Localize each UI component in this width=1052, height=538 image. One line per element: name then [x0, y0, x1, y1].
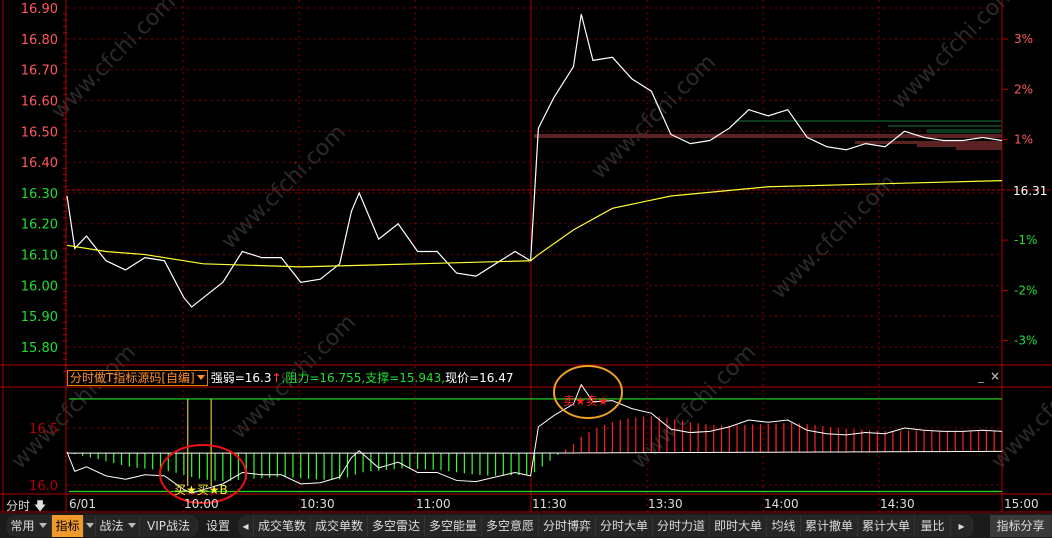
watermark: www.cfchi.com: [987, 340, 1052, 474]
indicator-dropdown[interactable]: [84, 514, 96, 537]
price-level-bar: [855, 141, 1002, 144]
tab-12[interactable]: 量比: [915, 514, 951, 537]
price-line: [66, 14, 1003, 308]
tab-11[interactable]: 累计大单: [858, 514, 915, 537]
scroll-left-button[interactable]: ◂: [238, 514, 254, 537]
tab-2[interactable]: 多空雷达: [368, 514, 425, 537]
percent-axis-label: -3%: [1014, 334, 1037, 348]
watermark: www.cfchi.com: [7, 340, 141, 474]
indicator-axis-label: 16.0: [29, 479, 58, 494]
sell-signal-text: 卖★卖★: [563, 394, 609, 408]
price-level-bar: [927, 129, 1002, 133]
indicator-name: 分时做T指标源码[自编]: [70, 370, 195, 385]
indicator-header: 分时做T指标源码[自编] 强弱=16.3 ↑ ,阻力=16.755,支撑=15.94…: [67, 369, 514, 386]
watermark: www.cfchi.com: [887, 0, 1021, 114]
tab-label: 指标: [55, 519, 80, 533]
tab-3[interactable]: 多空能量: [425, 514, 482, 537]
buy-highlight-circle: [159, 444, 247, 504]
share-indicator-button[interactable]: 指标分享: [990, 514, 1052, 537]
minimize-button[interactable]: _: [977, 369, 984, 383]
percent-axis-label: 2%: [1014, 82, 1033, 96]
price-level-bar: [888, 125, 1002, 127]
close-button[interactable]: ×: [989, 369, 1000, 383]
period-label: 分时: [6, 499, 31, 513]
time-label: 10:00: [184, 497, 219, 511]
price-axis-label: 16.50: [21, 125, 58, 140]
tab-10[interactable]: 累计撤单: [801, 514, 858, 537]
price-axis-label: 16.20: [21, 218, 58, 233]
price-axis-label: 16.10: [21, 249, 58, 264]
price-level-bar: [735, 120, 1002, 122]
price-axis-label: 16.40: [21, 156, 58, 171]
chevron-down-icon: [38, 523, 47, 528]
scroll-right-button[interactable]: ▸: [951, 514, 973, 537]
time-label: 6/01: [69, 497, 96, 511]
price-axis-label: 16.90: [21, 2, 58, 17]
watermark: www.cfchi.com: [47, 0, 181, 124]
tab-strategy[interactable]: 战法: [96, 514, 140, 537]
price-axis-label: 16.80: [21, 33, 58, 48]
tab-5[interactable]: 分时博弈: [539, 514, 596, 537]
tab-4[interactable]: 多空意愿: [482, 514, 539, 537]
window-controls: _ ×: [978, 369, 1000, 383]
price-axis-label: 16.70: [21, 64, 58, 79]
tab-indicator[interactable]: 指标: [52, 514, 84, 537]
indicator-axis-label: 16.5: [29, 422, 58, 437]
price-axis-label: 15.80: [21, 341, 58, 356]
average-price-line: [66, 179, 1003, 268]
price-level-bar: [917, 144, 1002, 147]
tab-label: 战法: [99, 519, 124, 533]
chevron-down-icon: [196, 375, 205, 380]
price-axis-label: 16.60: [21, 94, 58, 109]
tab-6[interactable]: 分时大单: [596, 514, 653, 537]
time-label: 15:00: [1004, 497, 1039, 511]
up-arrow-icon: ↑: [271, 370, 282, 385]
tab-vip-strategy[interactable]: VIP战法: [140, 514, 198, 537]
chevron-down-icon: [127, 523, 136, 528]
tab-8[interactable]: 即时大单: [710, 514, 767, 537]
prev-close-label: 16.31: [1013, 184, 1047, 198]
down-arrow-icon: 🡇: [30, 499, 47, 513]
price-axis-label: 16.30: [21, 187, 58, 202]
tab-label: VIP战法: [147, 519, 190, 533]
sell-highlight-circle: [553, 365, 623, 419]
current-price-value: 现价=16.47: [445, 371, 514, 385]
buy-signal-text: 买★买★B: [174, 483, 228, 497]
time-label: 11:30: [532, 497, 567, 511]
strength-value: 强弱=16.3: [210, 371, 272, 385]
price-axis-label: 15.90: [21, 310, 58, 325]
percent-axis-label: 1%: [1014, 133, 1033, 147]
time-label: 13:30: [648, 497, 683, 511]
percent-axis-label: -2%: [1014, 283, 1037, 297]
indicator-price-line: [66, 383, 1003, 494]
resistance-support-value: ,阻力=16.755,支撑=15.943,: [281, 371, 446, 385]
percent-axis-label: -1%: [1014, 233, 1037, 247]
tab-9[interactable]: 均线: [767, 514, 801, 537]
tab-common[interactable]: 常用: [6, 514, 52, 537]
tab-label: 常用: [10, 519, 35, 533]
price-axis-label: 16.00: [21, 279, 58, 294]
percent-axis-label: 3%: [1014, 32, 1033, 46]
settings-button[interactable]: 设置: [205, 519, 230, 533]
tab-7[interactable]: 分时力道: [653, 514, 710, 537]
time-label: 10:30: [300, 497, 335, 511]
tab-1[interactable]: 成交单数: [311, 514, 368, 537]
time-label: 14:00: [764, 497, 799, 511]
time-label: 11:00: [416, 497, 451, 511]
tab-0[interactable]: 成交笔数: [254, 514, 311, 537]
time-label: 14:30: [880, 497, 915, 511]
period-selector[interactable]: 分时 🡇: [6, 497, 46, 518]
chevron-down-icon: [85, 523, 94, 528]
bottom-toolbar: 常用 指标 战法 VIP战法 设置 ◂ 成交笔数 成交单数 多空雷达 多空能量 多空意愿…: [0, 513, 1052, 538]
price-level-bar: [956, 146, 1002, 150]
price-level-bar: [534, 134, 1002, 138]
indicator-selector[interactable]: 分时做T指标源码[自编]: [67, 369, 208, 386]
watermark: www.cfchi.com: [587, 50, 721, 184]
watermark: www.cfchi.com: [217, 120, 351, 254]
